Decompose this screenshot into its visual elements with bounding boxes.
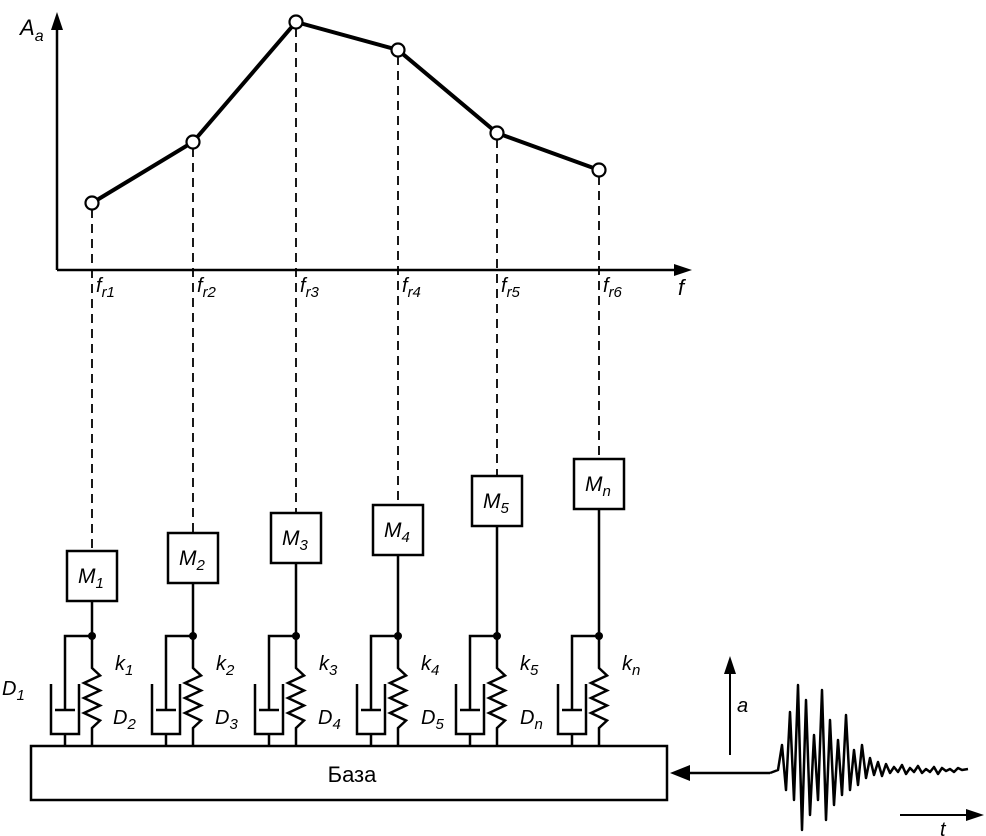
y-axis-arrow — [51, 12, 63, 30]
frequency-label: fr1 — [96, 275, 115, 301]
frequency-label: fr5 — [501, 275, 521, 301]
damper-label: D5 — [421, 707, 444, 733]
frequency-label: fr4 — [402, 275, 421, 301]
oscillator: M1 k1 — [49, 549, 133, 746]
resonance-point — [591, 162, 607, 178]
base-rect — [29, 744, 669, 802]
spectrum-line — [90, 19, 600, 205]
damper-label: D4 — [318, 707, 341, 733]
mass-label: M1 — [78, 565, 104, 592]
damper-labels: D1 D2 D3 D4 D5 Dn — [2, 678, 543, 733]
base-block: База — [29, 744, 669, 802]
spring — [285, 636, 307, 746]
spring-label: k3 — [319, 653, 338, 679]
base-label: База — [328, 762, 378, 787]
spring — [588, 636, 610, 746]
damper-label: D3 — [215, 707, 238, 733]
damper-label: D2 — [113, 707, 136, 733]
oscillator: M3 k3 — [253, 511, 338, 746]
mass-box — [371, 503, 425, 557]
spectrum-curve — [84, 14, 607, 211]
x-axis-label: f — [678, 275, 687, 300]
spectrum-axes: Aa f — [18, 12, 692, 300]
acceleration-signal: a t — [724, 656, 984, 836]
amplitude-axis-arrow — [724, 656, 736, 674]
frequency-labels: fr1 fr2 fr3 fr4 fr5 fr6 — [96, 275, 623, 301]
frequency-label: fr6 — [603, 275, 623, 301]
mass-label: M3 — [282, 527, 309, 554]
spring-label: k5 — [520, 653, 539, 679]
spring — [81, 636, 103, 746]
spring — [486, 636, 508, 746]
spring-label: kn — [622, 653, 640, 679]
oscillator: M4 k4 — [355, 503, 439, 746]
resonance-point — [288, 14, 304, 30]
frequency-label: fr3 — [300, 275, 320, 301]
x-axis-arrow — [674, 264, 692, 276]
time-axis-arrow — [966, 809, 984, 821]
mass-label: M4 — [384, 519, 410, 546]
mass-label: Mn — [585, 473, 611, 500]
y-axis-label: Aa — [18, 15, 44, 45]
signal-waveform — [769, 683, 969, 832]
mass-box — [572, 457, 626, 511]
mass-label: M2 — [179, 547, 206, 574]
spring-label: k1 — [115, 653, 133, 679]
oscillators: M1 k1 M2 k2 M3 k3 M4 k4 M5 k5 Mn kn — [49, 457, 640, 746]
resonance-point — [390, 42, 406, 58]
time-label: t — [940, 819, 947, 836]
mass-label: M5 — [483, 490, 510, 517]
amplitude-label: a — [737, 695, 748, 717]
frequency-label: fr2 — [197, 275, 217, 301]
resonance-point — [84, 195, 100, 211]
resonance-point — [185, 134, 201, 150]
spring — [182, 636, 204, 746]
input-arrow — [670, 765, 770, 781]
damper-label: Dn — [520, 707, 543, 733]
resonance-point — [489, 125, 505, 141]
damper-label: D1 — [2, 678, 25, 704]
oscillator: M2 k2 — [150, 531, 235, 746]
oscillator: M5 k5 — [454, 474, 539, 746]
spring — [387, 636, 409, 746]
mass-box — [269, 511, 323, 565]
spring-label: k4 — [421, 653, 439, 679]
oscillator: Mn kn — [556, 457, 640, 746]
projection-lines — [91, 28, 600, 551]
spring-label: k2 — [216, 653, 235, 679]
